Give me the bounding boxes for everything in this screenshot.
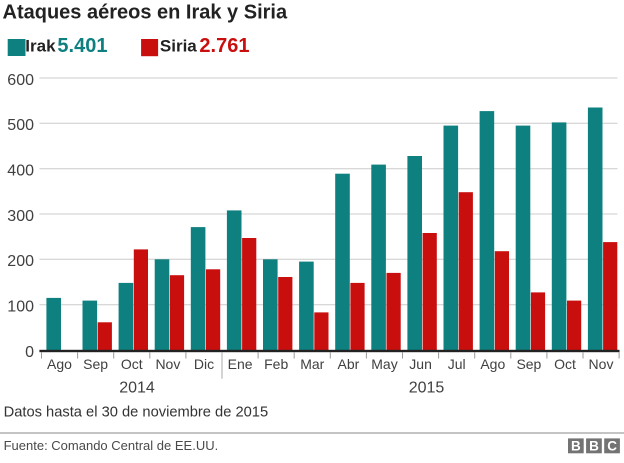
svg-text:2.761: 2.761: [199, 35, 249, 57]
svg-text:Nov: Nov: [155, 356, 180, 372]
svg-text:300: 300: [7, 208, 34, 225]
svg-text:Fuente: Comando Central de EE.: Fuente: Comando Central de EE.UU.: [4, 438, 219, 453]
svg-text:Datos hasta el 30 de noviembre: Datos hasta el 30 de noviembre de 2015: [4, 404, 269, 420]
svg-text:Nov: Nov: [589, 356, 614, 372]
svg-text:500: 500: [7, 117, 34, 134]
svg-text:5.401: 5.401: [57, 35, 107, 57]
svg-text:C: C: [607, 439, 617, 454]
svg-text:Irak: Irak: [25, 37, 56, 56]
svg-text:Siria: Siria: [160, 37, 197, 56]
svg-text:Dic: Dic: [194, 356, 214, 372]
svg-text:Feb: Feb: [264, 356, 288, 372]
svg-text:2015: 2015: [409, 380, 445, 397]
svg-text:Sep: Sep: [516, 356, 541, 372]
svg-text:Ago: Ago: [480, 356, 505, 372]
svg-text:May: May: [371, 356, 397, 372]
svg-text:Jul: Jul: [448, 356, 466, 372]
svg-text:B: B: [589, 439, 599, 454]
svg-text:Ago: Ago: [47, 356, 72, 372]
svg-text:100: 100: [7, 299, 34, 316]
svg-text:Sep: Sep: [83, 356, 108, 372]
svg-text:400: 400: [7, 163, 34, 180]
svg-text:Jun: Jun: [409, 356, 432, 372]
svg-text:B: B: [571, 439, 581, 454]
svg-text:0: 0: [25, 344, 34, 361]
svg-text:600: 600: [7, 72, 34, 89]
svg-text:Ataques aéreos en Irak y Siria: Ataques aéreos en Irak y Siria: [3, 2, 288, 24]
svg-text:Oct: Oct: [554, 356, 576, 372]
svg-text:200: 200: [7, 253, 34, 270]
svg-text:Mar: Mar: [300, 356, 324, 372]
svg-text:Ene: Ene: [228, 356, 253, 372]
svg-text:2014: 2014: [119, 380, 155, 397]
svg-text:Oct: Oct: [121, 356, 143, 372]
svg-text:Abr: Abr: [338, 356, 360, 372]
